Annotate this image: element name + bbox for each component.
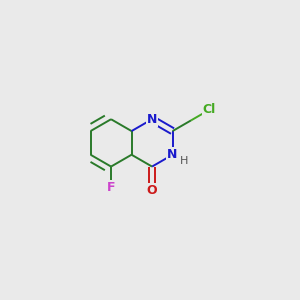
Text: Cl: Cl bbox=[203, 103, 216, 116]
Text: N: N bbox=[147, 113, 157, 126]
Text: F: F bbox=[107, 182, 115, 194]
Text: O: O bbox=[147, 184, 158, 197]
Text: N: N bbox=[167, 148, 178, 161]
Text: H: H bbox=[180, 156, 188, 166]
